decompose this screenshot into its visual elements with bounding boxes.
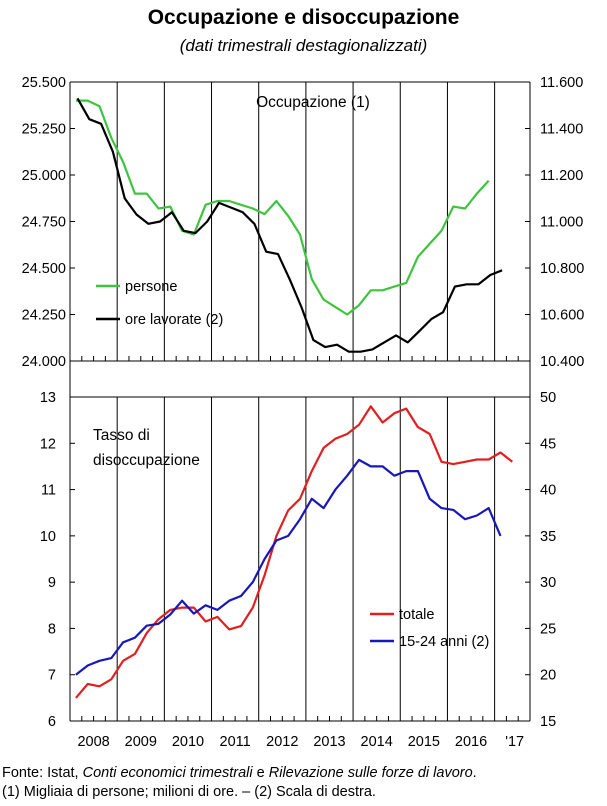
right-tick-label: 10.600 (540, 308, 584, 324)
left-tick-label: 7 (48, 668, 56, 684)
series-line-2 (76, 97, 503, 353)
x-tick-label: 2013 (313, 734, 345, 750)
legend-label: totale (399, 607, 434, 623)
right-tick-label: 11.200 (540, 168, 583, 184)
left-tick-label: 24.250 (22, 308, 66, 324)
panel-title: Tasso di (93, 427, 150, 444)
right-tick-label: 45 (540, 436, 556, 452)
series-line-1 (75, 99, 490, 316)
source-title-1: Conti economici trimestrali (82, 765, 253, 781)
left-tick-label: 6 (48, 714, 56, 730)
left-tick-label: 24.500 (22, 261, 66, 277)
right-tick-label: 25 (540, 621, 556, 637)
left-tick-label: 25.000 (22, 168, 66, 184)
x-tick-label: 2014 (361, 734, 393, 750)
legend-label: persone (125, 279, 177, 295)
left-tick-label: 24.000 (22, 354, 66, 370)
left-tick-label: 13 (40, 390, 56, 406)
left-tick-label: 11 (41, 483, 56, 499)
legend-label: ore lavorate (2) (125, 312, 223, 328)
source-prefix: Fonte: Istat, (2, 765, 83, 781)
chart-title: Occupazione e disoccupazione (147, 6, 460, 29)
x-tick-label: 2012 (266, 734, 298, 750)
x-tick-label: 2016 (455, 734, 487, 750)
x-tick-label: 2015 (408, 734, 440, 750)
source-conj: e (252, 765, 269, 781)
right-tick-label: 11.600 (540, 75, 583, 91)
left-tick-label: 12 (40, 436, 56, 452)
footer-notes: Fonte: Istat, Conti economici trimestral… (2, 764, 477, 802)
left-tick-label: 10 (40, 529, 56, 545)
left-tick-label: 8 (48, 621, 56, 637)
right-tick-label: 11.000 (540, 215, 583, 231)
right-tick-label: 15 (540, 714, 556, 730)
source-period: . (472, 765, 477, 781)
right-tick-label: 30 (540, 575, 556, 591)
legend-label: 15-24 anni (2) (399, 634, 489, 650)
series-line-1 (75, 405, 513, 699)
right-tick-label: 10.800 (540, 261, 584, 277)
x-tick-label: '17 (505, 734, 524, 750)
units-note: (1) Migliaia di persone; milioni di ore.… (2, 784, 376, 800)
source-title-2: Rilevazione sulle forze di lavoro (268, 765, 473, 781)
series-line-2 (75, 458, 502, 676)
panel-title: disoccupazione (93, 452, 200, 469)
x-tick-label: 2008 (77, 734, 109, 750)
right-tick-label: 50 (540, 390, 556, 406)
right-tick-label: 35 (540, 529, 556, 545)
right-tick-label: 11.400 (540, 122, 583, 138)
left-tick-label: 25.500 (22, 75, 66, 91)
left-tick-label: 9 (48, 575, 56, 591)
left-tick-label: 24.750 (22, 215, 66, 231)
x-tick-label: 2011 (220, 734, 251, 750)
left-tick-label: 25.250 (22, 122, 66, 138)
right-tick-label: 40 (540, 483, 556, 499)
chart-subtitle: (dati trimestrali destagionalizzati) (179, 36, 428, 55)
source-note: Fonte: Istat, Conti economici trimestral… (2, 764, 477, 783)
right-tick-label: 20 (540, 668, 556, 684)
right-tick-label: 10.400 (540, 354, 584, 370)
x-tick-label: 2009 (125, 734, 157, 750)
panel-title: Occupazione (1) (256, 94, 370, 111)
x-tick-label: 2010 (172, 734, 204, 750)
